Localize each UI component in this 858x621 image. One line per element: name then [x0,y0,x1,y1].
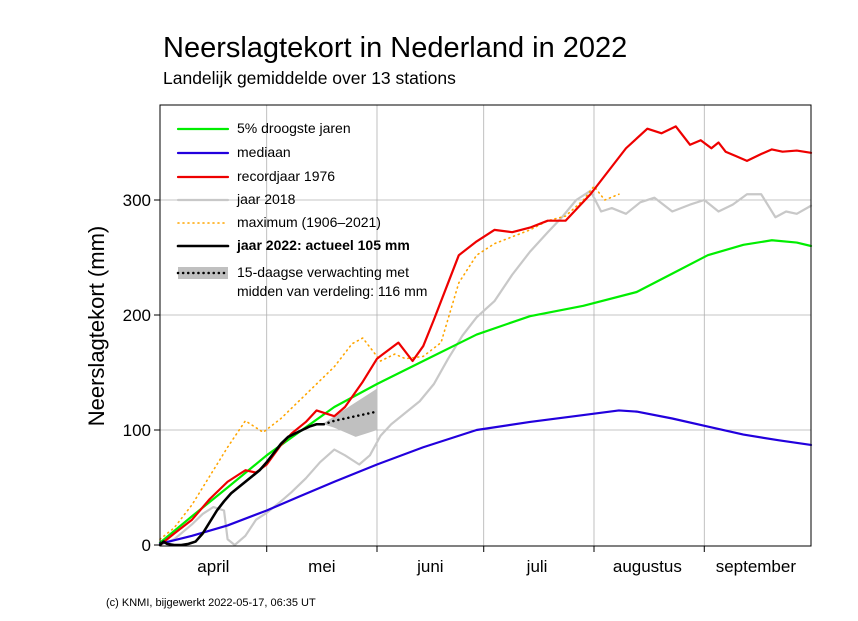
series-line-5-jaar-2022-actueel-105-mm [158,422,325,547]
y-tick-label-0: 0 [142,536,151,555]
legend-label-2: recordjaar 1976 [237,168,335,184]
y-axis-label: Neerslagtekort (mm) [84,226,109,426]
series-line-6-15-daagse-verwachting-met [322,410,379,426]
x-tick-label-juni: juni [416,557,443,576]
legend-label-6-line-1: 15-daagse verwachting met [237,264,409,280]
axes: 0 100 200 300 april mei juni juli augustus septem… [123,191,797,576]
x-tick-label-augustus: augustus [613,557,682,576]
legend-label-3: jaar 2018 [236,191,296,207]
x-tick-label-september: september [716,557,797,576]
y-tick-label-300: 300 [123,191,151,210]
grid [160,105,811,546]
series-line-1-mediaan [158,409,813,545]
forecast-band-layer [323,388,377,437]
y-tick-label-200: 200 [123,306,151,325]
x-tick-label-mei: mei [308,557,335,576]
forecast-band [323,388,377,437]
series-line-4-maximum-1906-2021 [159,185,620,541]
copyright-note: (c) KNMI, bijgewerkt 2022-05-17, 06:35 U… [106,597,316,609]
series-line-0-5-droogste-jaren [158,239,813,544]
plot-background [160,105,811,546]
plot-area: 0 100 200 300 april mei juni juli augustus septem… [123,104,813,576]
y-tick-label-100: 100 [123,421,151,440]
series-layer [158,125,813,547]
legend-label-5: jaar 2022: actueel 105 mm [236,237,410,253]
chart-title: Neerslagtekort in Nederland in 2022 [163,32,627,64]
legend: 5% droogste jaren mediaan recordjaar 1976 j… [176,120,427,299]
plot-frame [159,104,812,547]
legend-label-0: 5% droogste jaren [237,120,351,136]
legend-label-4: maximum (1906–2021) [237,214,381,230]
series-line-3-jaar-2018 [158,189,813,547]
legend-label-6-line-2: midden van verdeling: 116 mm [237,283,427,299]
chart-subtitle: Landelijk gemiddelde over 13 stations [163,68,456,88]
legend-label-1: mediaan [237,144,291,160]
x-tick-label-april: april [197,557,229,576]
x-tick-label-juli: juli [526,557,548,576]
